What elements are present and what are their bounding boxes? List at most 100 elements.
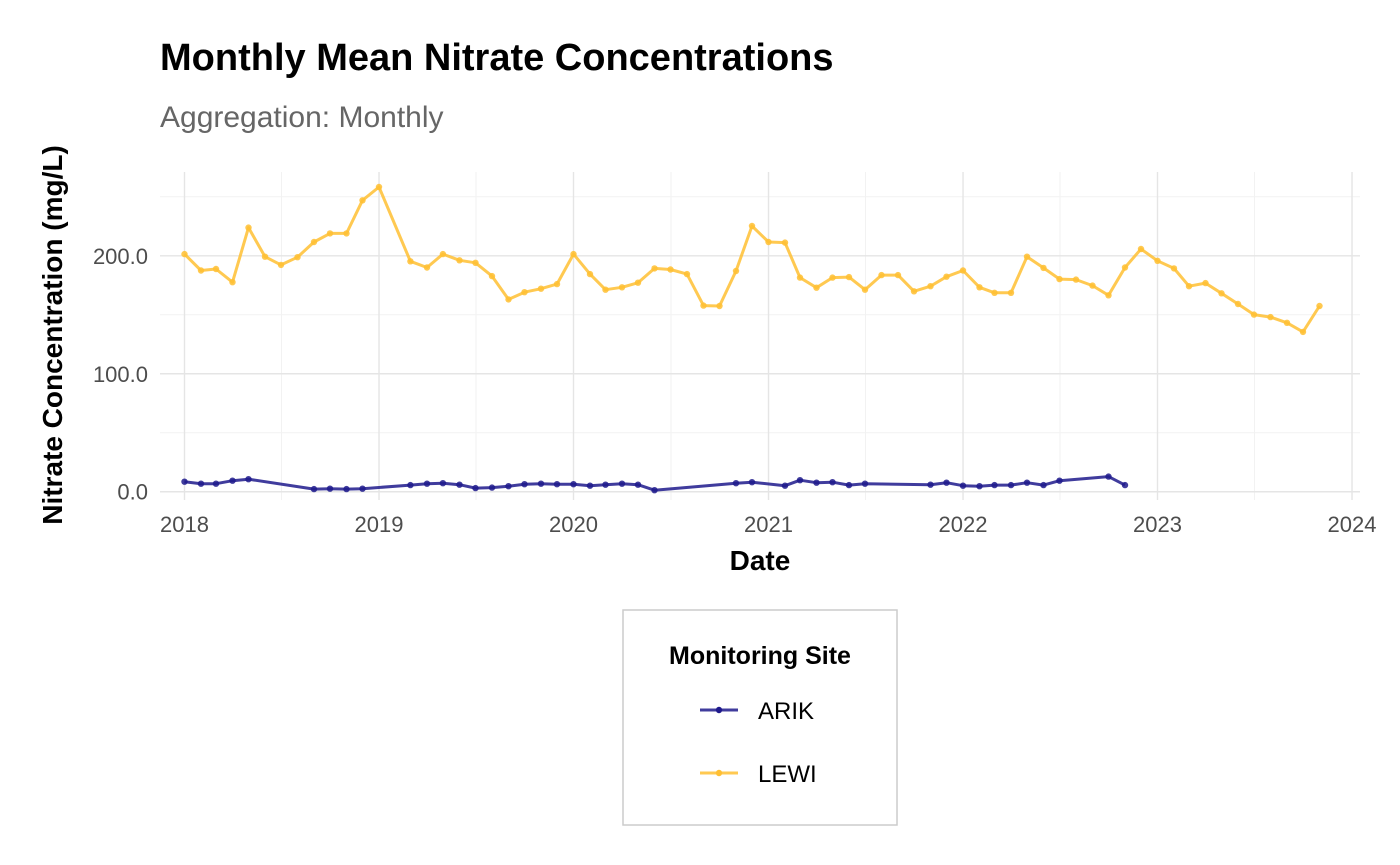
data-point <box>1089 282 1096 289</box>
data-point <box>1056 275 1063 283</box>
data-point <box>1056 477 1063 484</box>
data-point <box>570 481 577 488</box>
y-axis-title: Nitrate Concentration (mg/L) <box>37 145 68 525</box>
data-point <box>634 279 642 286</box>
data-point <box>343 230 350 237</box>
chart-subtitle: Aggregation: Monthly <box>160 101 444 134</box>
data-point <box>1007 481 1015 489</box>
data-point <box>845 273 853 281</box>
data-point <box>1170 265 1178 272</box>
data-point <box>716 302 723 310</box>
data-point <box>181 250 188 258</box>
data-point <box>537 285 545 292</box>
data-point <box>976 284 983 291</box>
data-point <box>829 274 836 281</box>
data-point <box>813 479 820 486</box>
data-point <box>439 250 447 258</box>
data-point <box>570 250 577 258</box>
x-tick-label: 2020 <box>549 512 598 537</box>
x-axis-ticks: 2018 2019 2020 2021 2022 2023 2024 <box>160 512 1376 537</box>
data-point <box>456 257 463 264</box>
data-point <box>667 266 674 273</box>
data-point <box>245 224 252 231</box>
y-tick-label: 0.0 <box>117 480 148 505</box>
data-point <box>1185 283 1193 290</box>
data-point <box>472 484 479 492</box>
major-gridlines <box>160 172 1360 500</box>
series-layer <box>181 183 1323 494</box>
data-point <box>1121 264 1129 271</box>
data-point <box>829 479 836 486</box>
data-point <box>423 480 431 487</box>
legend-key-point <box>715 769 723 777</box>
data-point <box>229 279 236 286</box>
data-point <box>1072 276 1080 283</box>
data-point <box>456 481 463 488</box>
data-point <box>651 487 658 494</box>
data-point <box>181 478 188 485</box>
data-point <box>991 481 998 489</box>
data-point <box>976 483 983 490</box>
data-point <box>861 286 869 293</box>
data-point <box>553 481 561 488</box>
data-point <box>813 284 820 291</box>
data-point <box>796 274 804 281</box>
data-point <box>1234 300 1242 308</box>
data-point <box>553 280 561 288</box>
data-point <box>1154 257 1161 264</box>
data-point <box>212 265 220 273</box>
data-point <box>488 484 496 491</box>
series-arik <box>181 473 1129 494</box>
data-point <box>326 485 334 492</box>
x-tick-label: 2024 <box>1328 512 1377 537</box>
data-point <box>359 485 366 492</box>
x-tick-label: 2021 <box>744 512 793 537</box>
x-tick-label: 2019 <box>355 512 404 537</box>
data-point <box>197 267 205 274</box>
data-point <box>634 481 642 488</box>
x-axis-title: Date <box>730 545 791 576</box>
data-point <box>261 253 269 260</box>
data-point <box>781 239 789 246</box>
data-point <box>245 476 252 483</box>
data-point <box>1121 481 1129 489</box>
data-point <box>943 479 950 486</box>
data-point <box>326 230 334 237</box>
data-point <box>197 480 205 487</box>
data-point <box>310 238 318 246</box>
legend-box <box>622 609 898 826</box>
data-point <box>927 283 934 290</box>
data-point <box>796 477 804 484</box>
data-point <box>845 481 853 489</box>
data-point <box>1316 302 1323 310</box>
data-point <box>1023 253 1031 260</box>
data-point <box>781 482 789 489</box>
data-point <box>229 477 236 484</box>
data-point <box>1267 313 1274 321</box>
data-point <box>732 267 740 275</box>
data-point <box>651 265 658 272</box>
data-point <box>521 481 528 488</box>
data-point <box>1202 279 1209 287</box>
data-point <box>878 271 885 279</box>
legend-entry-lewi: LEWI <box>700 761 817 788</box>
data-point <box>732 480 740 487</box>
data-point <box>1105 473 1112 480</box>
data-point <box>277 261 285 269</box>
data-point <box>959 482 967 489</box>
data-point <box>407 481 414 489</box>
data-point <box>586 270 594 278</box>
data-point <box>1105 292 1112 299</box>
data-point <box>1040 481 1047 489</box>
data-point <box>1218 290 1225 297</box>
data-point <box>423 264 431 271</box>
legend: Monitoring Site ARIK LEWI <box>622 609 898 826</box>
x-tick-label: 2022 <box>939 512 988 537</box>
data-point <box>212 480 220 487</box>
data-point <box>618 284 626 291</box>
data-point <box>294 254 301 261</box>
legend-title: Monitoring Site <box>669 642 851 670</box>
data-point <box>700 302 707 309</box>
data-point <box>1283 319 1291 326</box>
